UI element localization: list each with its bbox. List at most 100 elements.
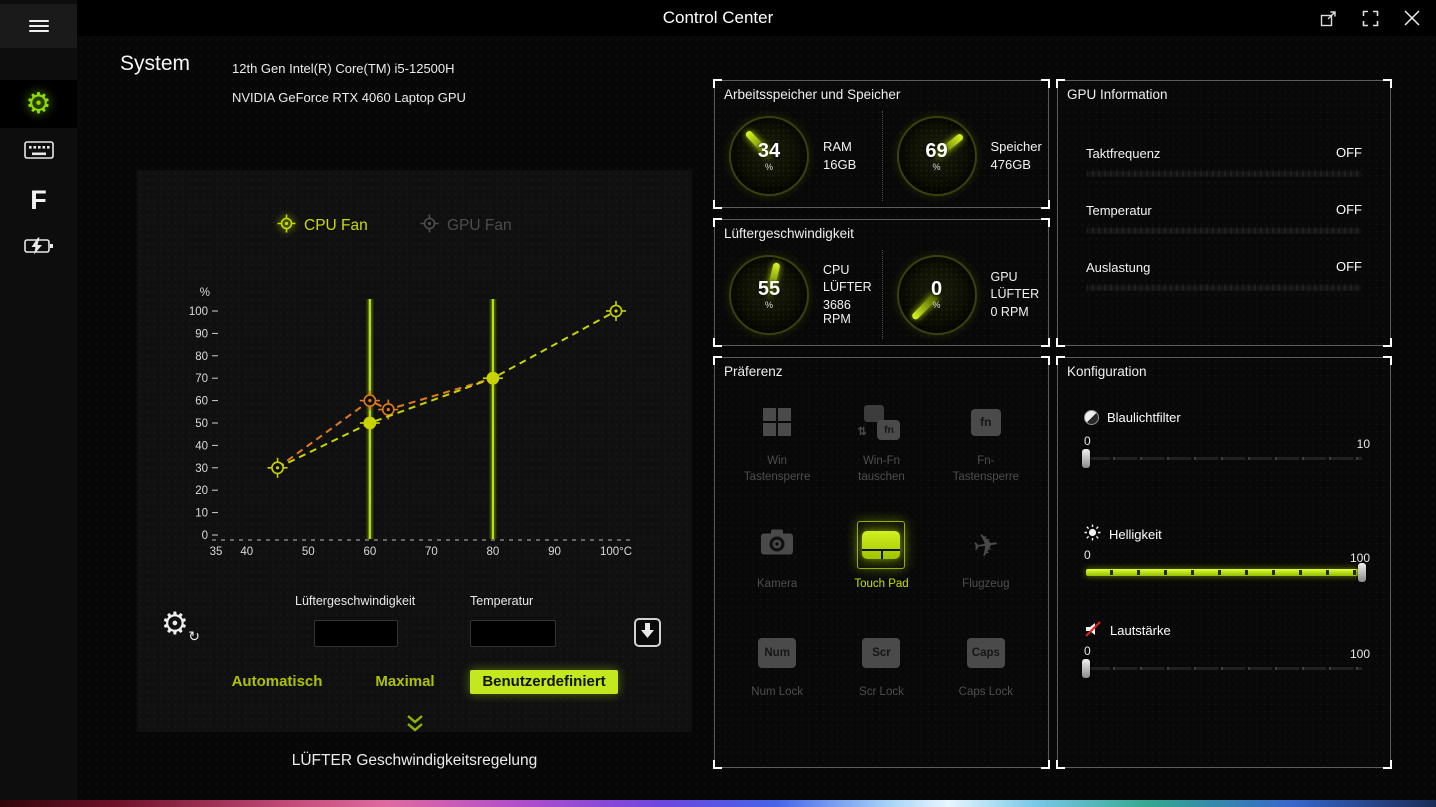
- tab-cpu-fan[interactable]: CPU Fan: [277, 214, 368, 238]
- sidebar-item-system[interactable]: ⚙: [0, 80, 77, 128]
- volume-slider[interactable]: Lautstärke 0 100: [1082, 620, 1370, 692]
- slider-thumb[interactable]: [1082, 449, 1090, 468]
- ram-gauge: 34%: [729, 116, 809, 196]
- progress-bar: [1086, 226, 1362, 234]
- svg-text:80: 80: [487, 546, 500, 558]
- gpu-row-temperature: Temperatur OFF: [1086, 202, 1362, 242]
- gauge-label: CPU: [823, 262, 850, 277]
- close-icon[interactable]: [1400, 6, 1424, 30]
- pref-item-camera[interactable]: Kamera: [725, 515, 829, 593]
- pref-item-scr-lock[interactable]: Scr Scr Lock: [829, 623, 933, 701]
- gauge-label: 476GB: [990, 156, 1031, 172]
- brightness-icon: [1084, 524, 1101, 544]
- gpu-information-panel: GPU Information Taktfrequenz OFF Tempera…: [1056, 79, 1392, 347]
- expand-chevron-icon[interactable]: [404, 715, 426, 737]
- page-title: System: [120, 52, 191, 75]
- pref-item-touchpad[interactable]: Touch Pad: [829, 515, 933, 593]
- sidebar-item-flexikey[interactable]: F: [0, 176, 77, 224]
- gauge-label: LÜFTER: [823, 280, 872, 295]
- win-fn-swap-icon: fn ⇅: [857, 404, 901, 440]
- fan-section-footer: LÜFTER Geschwindigkeitsregelung: [291, 752, 538, 769]
- row-label: Temperatur: [1086, 203, 1152, 218]
- gauge-value: 55: [757, 278, 781, 300]
- fullscreen-icon[interactable]: [1358, 6, 1382, 30]
- pref-item-win-fn-swap[interactable]: fn ⇅ Win-Fn tauschen: [829, 392, 933, 485]
- window-title: Control Center: [662, 8, 774, 27]
- slider-thumb[interactable]: [1082, 659, 1090, 678]
- slider-track[interactable]: [1082, 449, 1362, 468]
- mode-custom-button[interactable]: Benutzerdefiniert: [470, 670, 618, 694]
- brightness-slider[interactable]: Helligkeit 0 100: [1084, 524, 1370, 596]
- fan-speed-input[interactable]: [314, 620, 398, 647]
- pref-label: Scr Lock: [859, 685, 904, 698]
- tab-gpu-fan[interactable]: GPU Fan: [420, 214, 512, 238]
- gpu-fan-gauge-group: 0% GPU LÜFTER 0 RPM: [881, 250, 1049, 339]
- bluelight-icon: [1084, 410, 1099, 425]
- fan-defaults-icon[interactable]: ⚙ ↻: [161, 606, 200, 644]
- fan-curve-point[interactable]: [363, 416, 377, 430]
- open-in-window-icon[interactable]: [1316, 6, 1340, 30]
- window-controls: [1316, 0, 1424, 36]
- tab-label: GPU Fan: [447, 217, 512, 234]
- fan-control-panel: CPU Fan GPU Fan % 0 10 20 30 40 50 60 70 80 90 100 3…: [137, 170, 692, 732]
- apply-download-button[interactable]: [634, 618, 661, 647]
- gauge-label: LÜFTER: [990, 287, 1040, 302]
- caps-key-icon: Caps: [966, 637, 1005, 668]
- pref-item-win-lock[interactable]: Win Tastensperre: [725, 392, 829, 485]
- fan-curve-point[interactable]: [486, 371, 500, 385]
- svg-text:90: 90: [548, 546, 561, 558]
- svg-text:0: 0: [202, 530, 208, 542]
- hamburger-icon: [28, 17, 49, 34]
- preference-grid: Win Tastensperre fn ⇅ Win-Fn tauschen fn: [725, 392, 1038, 700]
- svg-text:80: 80: [195, 351, 208, 363]
- slider-max: 10: [1356, 437, 1370, 451]
- slider-thumb[interactable]: [1358, 563, 1366, 582]
- slider-track[interactable]: [1086, 563, 1366, 582]
- mode-automatic-button[interactable]: Automatisch: [231, 673, 323, 690]
- sidebar-item-power[interactable]: [0, 224, 77, 272]
- svg-text:%: %: [200, 287, 210, 299]
- touchpad-icon: [862, 531, 901, 560]
- gauge-label: RAM: [823, 138, 852, 154]
- mode-maximal-button[interactable]: Maximal: [375, 673, 435, 690]
- slider-min: 0: [1084, 548, 1091, 562]
- pref-label: Touch Pad: [854, 578, 909, 591]
- svg-text:20: 20: [195, 485, 208, 497]
- gear-icon: ⚙: [25, 87, 52, 120]
- temperature-input[interactable]: [470, 620, 556, 647]
- svg-text:100: 100: [189, 306, 208, 318]
- progress-bar: [1086, 283, 1362, 291]
- gauge-unit: %: [932, 300, 941, 310]
- pref-label: Num Lock: [751, 685, 804, 698]
- pref-label: Kamera: [757, 578, 798, 591]
- panel-title: GPU Information: [1067, 87, 1168, 102]
- svg-text:40: 40: [195, 440, 208, 452]
- panel-title: Arbeitsspeicher und Speicher: [724, 87, 901, 102]
- sidebar-item-keyboard[interactable]: [0, 128, 77, 176]
- svg-text:30: 30: [195, 463, 208, 475]
- preference-panel: Präferenz Win Tastensperre fn ⇅ Win-Fn: [713, 356, 1050, 769]
- titlebar: Control Center: [0, 0, 1436, 36]
- bluelight-slider[interactable]: Blaulichtfilter 0 10: [1082, 410, 1370, 482]
- memory-storage-panel: Arbeitsspeicher und Speicher 34% RAM 16G…: [713, 79, 1050, 209]
- windows-icon: [763, 408, 792, 436]
- pref-item-airplane[interactable]: ✈ Flugzeug: [934, 515, 1038, 593]
- progress-bar: [1086, 169, 1362, 177]
- camera-icon: [759, 529, 795, 561]
- slider-label: Helligkeit: [1109, 526, 1162, 542]
- fan-curve-chart[interactable]: % 0 10 20 30 40 50 60 70 80 90 100 35 40 50 60 70 80 90 100…: [166, 283, 686, 568]
- gauge-label: 16GB: [823, 156, 857, 172]
- pref-item-fn-lock[interactable]: fn Fn- Tastensperre: [934, 392, 1038, 485]
- rgb-lightbar: [0, 800, 1436, 807]
- pref-item-num-lock[interactable]: Num Num Lock: [725, 623, 829, 701]
- pref-item-caps-lock[interactable]: Caps Caps Lock: [934, 623, 1038, 701]
- gpu-fan-gauge: 0%: [896, 254, 977, 335]
- gauge-value: 69: [925, 139, 948, 162]
- menu-button[interactable]: [0, 4, 77, 48]
- temperature-input-label: Temperatur: [470, 594, 534, 608]
- gpu-row-utilization: Auslastung OFF: [1086, 259, 1362, 299]
- svg-text:90: 90: [195, 328, 208, 340]
- slider-label: Lautstärke: [1110, 623, 1171, 638]
- slider-track[interactable]: [1082, 659, 1362, 678]
